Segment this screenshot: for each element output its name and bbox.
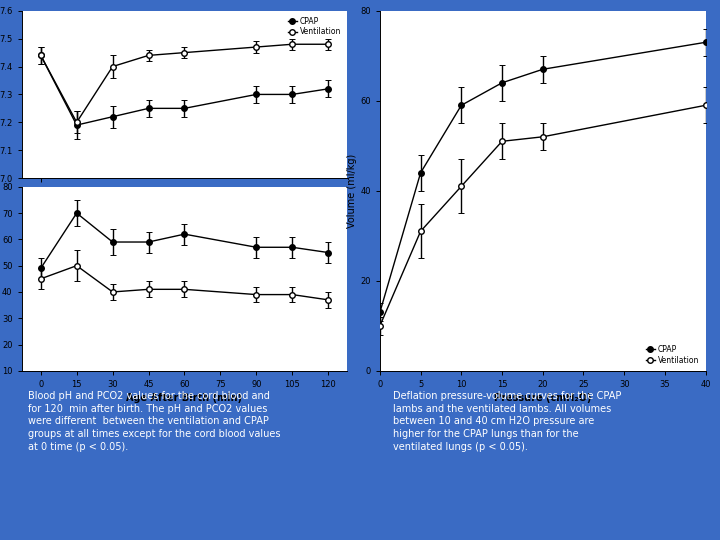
Legend: CPAP, Ventilation: CPAP, Ventilation bbox=[644, 343, 702, 367]
Legend: CPAP, Ventilation: CPAP, Ventilation bbox=[285, 15, 343, 39]
Text: Blood pH and PCO2 values for the cord blood and
for 120  min after birth. The pH: Blood pH and PCO2 values for the cord bl… bbox=[28, 391, 281, 452]
X-axis label: Pressure (cmH₂O): Pressure (cmH₂O) bbox=[494, 393, 591, 403]
Text: Deflation pressure-volume curves for the CPAP
lambs and the ventilated lambs. Al: Deflation pressure-volume curves for the… bbox=[393, 391, 621, 452]
X-axis label: Age After Birth (min): Age After Birth (min) bbox=[127, 393, 243, 403]
Y-axis label: Volume (ml/kg): Volume (ml/kg) bbox=[348, 154, 357, 228]
